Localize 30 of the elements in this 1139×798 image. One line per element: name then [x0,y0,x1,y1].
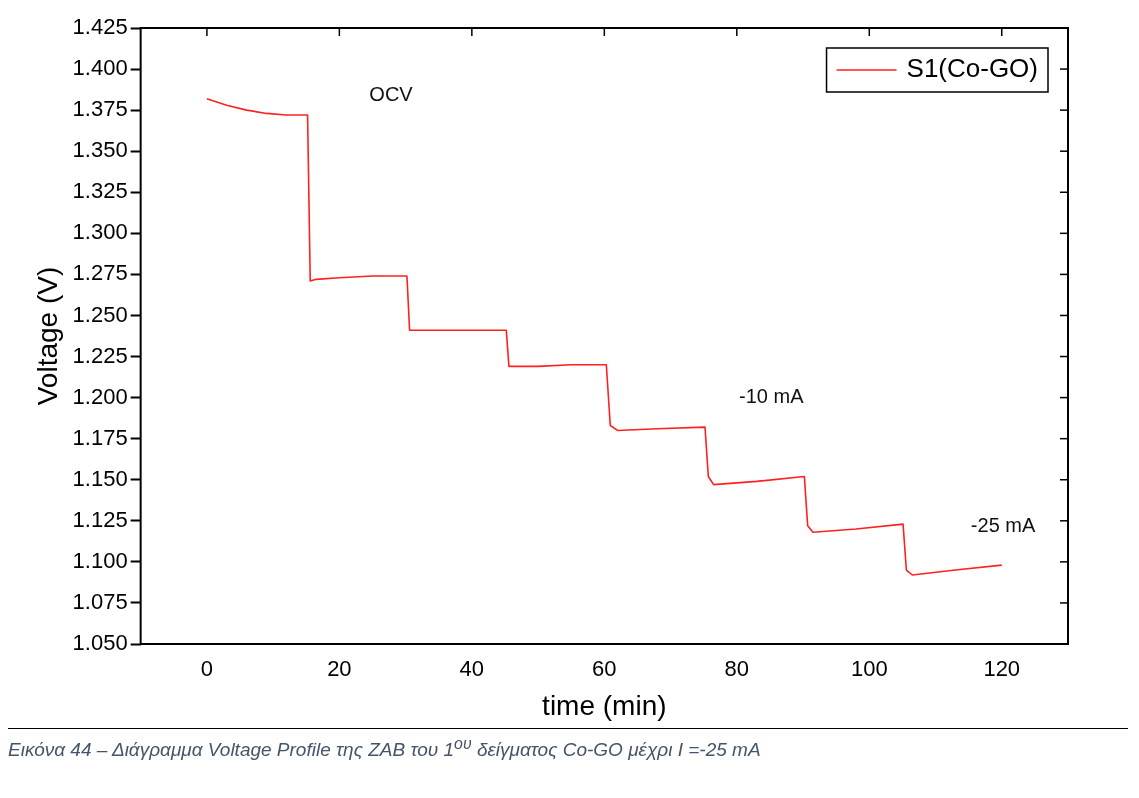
y-tick-label: 1.175 [72,424,128,450]
x-tick-label: 40 [459,656,485,682]
y-tick-label: 1.275 [72,260,128,286]
y-tick-label: 1.250 [72,301,128,327]
x-tick-label: 120 [983,656,1021,682]
y-tick-label: 1.400 [72,55,128,81]
y-tick-label: 1.425 [72,14,128,40]
text: Εικόνα 44 – Διάγραμμα Voltage Profile της ZAB του 1$^{ου}$ δείγματος Co-GO μέχρι I =-25 mA [8,728,1128,762]
x-axis-title: time (min) [542,689,667,721]
y-tick-label: 1.150 [72,465,128,491]
legend-label: S1(Co-GO) [906,53,1039,84]
y-tick-label: 1.350 [72,137,128,163]
x-tick-label: 100 [850,656,888,682]
x-tick-label: 20 [327,656,352,682]
annotation: OCV [369,83,414,106]
x-tick-label: 80 [724,656,750,682]
y-tick-label: 1.225 [72,342,128,368]
y-tick-label: 1.325 [72,178,128,204]
x-tick-label: 60 [592,656,617,682]
y-tick-label: 1.300 [72,219,128,245]
annotation: -10 mA [739,385,805,408]
y-tick-label: 1.200 [72,383,128,409]
y-tick-label: 1.050 [72,630,128,656]
y-tick-label: 1.375 [72,96,128,122]
y-tick-label: 1.100 [72,547,128,573]
x-tick-label: 0 [200,656,214,682]
y-tick-label: 1.075 [72,589,128,614]
y-tick-label: 1.125 [72,506,128,532]
y-axis-title: Voltage (V) [31,266,63,406]
annotation: -25 mA [970,514,1036,537]
